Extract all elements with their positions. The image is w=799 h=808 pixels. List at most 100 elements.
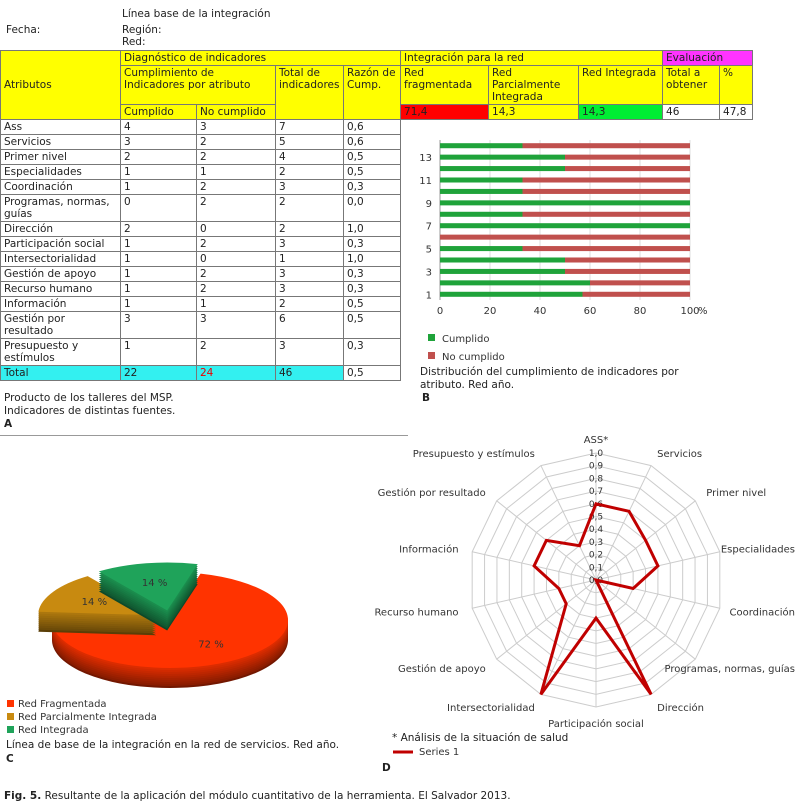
table-cell: 0 <box>120 194 197 222</box>
table-cell: Recurso humano <box>0 281 121 297</box>
table-header: Total a obtener <box>662 65 721 105</box>
table-cell: 14,3 <box>488 104 580 120</box>
bar-segment <box>440 280 590 286</box>
spoke <box>540 465 597 581</box>
table-cell: 0,3 <box>342 281 402 297</box>
y-tick-label: 3 <box>426 267 432 278</box>
figure-caption: Fig. 5. Resultante de la aplicación del … <box>4 790 511 802</box>
caption-text: Resultante de la aplicación del módulo c… <box>44 790 511 802</box>
bar-segment <box>440 246 523 252</box>
table-cell: 1,0 <box>342 251 402 267</box>
category-label: Gestión de apoyo <box>398 663 486 675</box>
table-row: Dirección 2 0 2 1,0 <box>0 221 753 237</box>
table-row: Presupuesto y estímulos 1 2 3 0,3 <box>0 338 753 366</box>
legend-label: Red Integrada <box>18 725 89 736</box>
table-cell: 3 <box>275 281 344 297</box>
bar-segment <box>565 257 690 263</box>
table-row: Ass 4 3 7 0,6 <box>0 119 753 135</box>
legend-swatch <box>7 700 14 707</box>
caption-label: Fig. 5. <box>4 790 42 802</box>
table-cell: 1 <box>120 266 197 282</box>
spoke <box>496 579 597 660</box>
table-cell: 1 <box>120 338 197 366</box>
table-cell: 1 <box>120 281 197 297</box>
table-cell: Gestión por resultado <box>0 311 121 339</box>
table-header: Total de indicadores <box>275 65 344 120</box>
table-row: Intersectorialidad 1 0 1 1,0 <box>0 251 753 267</box>
bar-segment <box>440 234 690 240</box>
note: Producto de los talleres del MSP. <box>4 392 174 404</box>
table: Atributos Diagnóstico de indicadores Integ… <box>0 50 754 381</box>
table-cell: Información <box>0 296 121 312</box>
table-cell: 2 <box>275 194 344 222</box>
spoke <box>472 579 597 609</box>
table-cell: Servicios <box>0 134 121 150</box>
table-header: Diagnóstico de indicadores <box>119 50 402 66</box>
table-cell: 2 <box>196 179 276 195</box>
table-cell: 2 <box>275 221 344 237</box>
table-cell: 0 <box>196 221 276 237</box>
bar-segment <box>440 268 565 274</box>
table-row: Recurso humano 1 2 3 0,3 <box>0 281 753 297</box>
table-cell: Primer nivel <box>0 149 121 165</box>
table-cell: 1 <box>196 164 276 180</box>
pie-slice <box>98 562 198 611</box>
table-cell: 0,5 <box>342 149 402 165</box>
table-cell: 2 <box>196 194 276 222</box>
bar-segment <box>440 211 523 217</box>
bar-segment <box>565 154 690 160</box>
data-label: 14 % <box>142 578 167 589</box>
table-header: Red Parcialmente Integrada <box>488 65 580 105</box>
category-label: Programas, normas, guías <box>664 663 795 675</box>
y-tick-label: 9 <box>426 199 432 210</box>
bar-segment <box>440 177 523 183</box>
table-header: Integración para la red <box>400 50 664 66</box>
r-tick-label: 0,2 <box>589 551 603 561</box>
table-cell: 4 <box>275 149 344 165</box>
x-tick-label: 40 <box>534 306 547 317</box>
category-label: Presupuesto y estímulos <box>413 448 535 460</box>
legend-swatch <box>7 713 14 720</box>
table-cell: Presupuesto y estímulos <box>0 338 121 366</box>
table-cell: 0,3 <box>342 266 402 282</box>
table-header: Atributos <box>0 50 121 120</box>
x-axis-label: % <box>698 306 708 317</box>
data-label: 14 % <box>82 597 107 608</box>
table-cell: 46 <box>662 104 721 120</box>
x-tick-label: 20 <box>484 306 497 317</box>
notes: Producto de los talleres del MSP. Indicad… <box>4 392 175 431</box>
table-cell: 47,8 <box>719 104 754 120</box>
y-tick-label: 5 <box>426 245 432 256</box>
panel-label: D <box>382 762 391 774</box>
x-tick-label: 80 <box>634 306 647 317</box>
table-cell: 3 <box>275 179 344 195</box>
table-cell: Total <box>0 365 121 381</box>
category-label: Participación social <box>548 718 644 730</box>
legend-label: Cumplido <box>442 334 489 345</box>
table-cell: Dirección <box>0 221 121 237</box>
table-cell: Programas, normas, guías <box>0 194 121 222</box>
bar-segment <box>440 143 523 149</box>
table-cell: 2 <box>196 338 276 366</box>
bar-segment <box>522 211 690 217</box>
r-tick-label: 0,9 <box>589 462 604 472</box>
table-row: Servicios 3 2 5 0,6 <box>0 134 753 150</box>
spoke <box>595 579 696 660</box>
label: Fecha: <box>6 24 41 36</box>
bar-segment <box>440 166 565 172</box>
table-row: Programas, normas, guías 0 2 2 0,0 <box>0 194 753 222</box>
category-label: Especialidades <box>721 545 795 556</box>
table-cell: 3 <box>120 311 197 339</box>
table-cell: 0,5 <box>342 311 402 339</box>
table-header: Red Integrada <box>578 65 664 105</box>
table-cell: 1 <box>196 296 276 312</box>
table-cell: 1 <box>120 164 197 180</box>
category-label: Primer nivel <box>706 488 766 499</box>
table-cell: 2 <box>275 164 344 180</box>
r-tick-label: 0,4 <box>589 525 604 535</box>
label: Región: <box>122 24 162 36</box>
table-cell: Ass <box>0 119 121 135</box>
table-header: No cumplido <box>196 104 276 120</box>
table-cell: 4 <box>120 119 197 135</box>
